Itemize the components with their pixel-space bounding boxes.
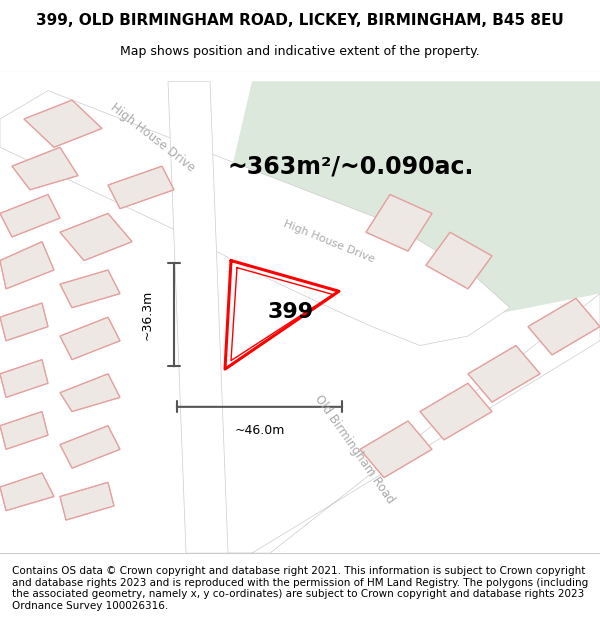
Polygon shape — [168, 81, 228, 553]
Polygon shape — [0, 303, 48, 341]
Polygon shape — [420, 383, 492, 440]
Text: Old Birmingham Road: Old Birmingham Road — [312, 392, 397, 506]
Polygon shape — [24, 100, 102, 148]
Polygon shape — [0, 359, 48, 398]
Text: High House Drive: High House Drive — [282, 219, 376, 264]
Polygon shape — [0, 242, 54, 289]
Text: High House Drive: High House Drive — [108, 101, 197, 175]
Polygon shape — [0, 473, 54, 511]
Polygon shape — [60, 482, 114, 520]
Text: ~363m²/~0.090ac.: ~363m²/~0.090ac. — [228, 154, 475, 178]
Polygon shape — [366, 194, 432, 251]
Polygon shape — [0, 411, 48, 449]
Text: Contains OS data © Crown copyright and database right 2021. This information is : Contains OS data © Crown copyright and d… — [12, 566, 588, 611]
Text: ~46.0m: ~46.0m — [235, 424, 284, 437]
Polygon shape — [60, 374, 120, 411]
Polygon shape — [426, 232, 492, 289]
Polygon shape — [528, 298, 600, 355]
Text: 399: 399 — [268, 302, 314, 322]
Polygon shape — [210, 294, 600, 553]
Polygon shape — [0, 91, 510, 346]
Polygon shape — [12, 148, 78, 190]
Polygon shape — [108, 166, 174, 209]
Polygon shape — [228, 81, 600, 327]
Polygon shape — [360, 421, 432, 478]
Text: ~36.3m: ~36.3m — [140, 290, 154, 340]
Polygon shape — [60, 317, 120, 359]
Text: Map shows position and indicative extent of the property.: Map shows position and indicative extent… — [120, 45, 480, 58]
Polygon shape — [60, 270, 120, 308]
Polygon shape — [60, 426, 120, 468]
Polygon shape — [468, 346, 540, 402]
Text: 399, OLD BIRMINGHAM ROAD, LICKEY, BIRMINGHAM, B45 8EU: 399, OLD BIRMINGHAM ROAD, LICKEY, BIRMIN… — [36, 12, 564, 28]
Polygon shape — [0, 194, 60, 237]
Polygon shape — [60, 213, 132, 261]
